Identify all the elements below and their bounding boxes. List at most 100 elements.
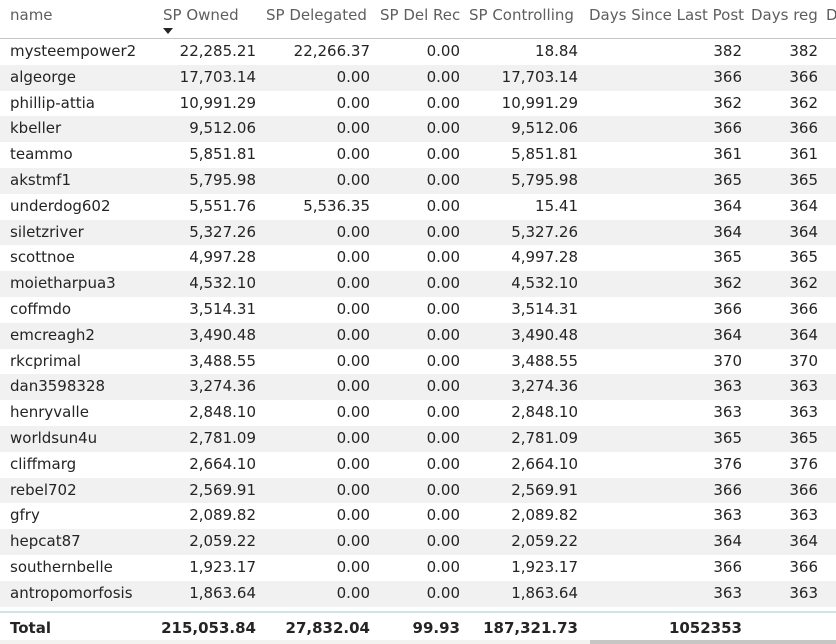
cell-name: underdog602 — [10, 196, 111, 215]
table-row[interactable]: gfry 2,089.82 0.00 0.00 2,089.82 363 363 — [0, 503, 836, 529]
cell-sp-owned: 3,488.55 — [189, 351, 256, 370]
table-row[interactable]: rebel702 2,569.91 0.00 0.00 2,569.91 366 366 — [0, 477, 836, 504]
cell-sp-delegated: 0.00 — [336, 506, 370, 525]
cell-name: rebel702 — [10, 480, 77, 499]
cell-name: gfry — [10, 506, 40, 525]
cell-sp-del-rec: 0.00 — [426, 403, 460, 422]
table-row[interactable]: moietharpua3 4,532.10 0.00 0.00 4,532.10 362 3… — [0, 271, 836, 297]
cell-sp-owned: 2,781.09 — [189, 428, 256, 447]
table-body: mysteempower2 22,285.21 22,266.37 0.00 18.84… — [0, 39, 836, 607]
cell-days-since-last-post: 363 — [713, 377, 742, 396]
cell-sp-del-rec: 0.00 — [426, 454, 460, 473]
table-row[interactable]: hepcat87 2,059.22 0.00 0.00 2,059.22 364 364 — [0, 529, 836, 555]
table-row[interactable]: kbeller 9,512.06 0.00 0.00 9,512.06 366 366 — [0, 116, 836, 143]
table-row[interactable]: antropomorfosis 1,863.64 0.00 0.00 1,863.64 3… — [0, 580, 836, 607]
cell-sp-delegated: 0.00 — [336, 325, 370, 344]
cell-sp-del-rec: 0.00 — [426, 274, 460, 293]
cell-name: hepcat87 — [10, 532, 81, 551]
cell-sp-controlling: 9,512.06 — [511, 119, 578, 138]
table-row[interactable]: henryvalle 2,848.10 0.00 0.00 2,848.10 363 363 — [0, 400, 836, 426]
table-row[interactable]: teammo 5,851.81 0.00 0.00 5,851.81 361 361 — [0, 142, 836, 168]
cell-days-reg: 364 — [789, 532, 818, 551]
cell-sp-controlling: 5,851.81 — [511, 145, 578, 164]
total-sp-controlling: 187,321.73 — [483, 619, 578, 637]
table-row[interactable]: scottnoe 4,997.28 0.00 0.00 4,997.28 365 365 — [0, 245, 836, 271]
column-header-days-reg[interactable]: Days reg — [751, 6, 818, 24]
cell-days-since-last-post: 370 — [713, 351, 742, 370]
horizontal-scrollbar[interactable] — [0, 640, 836, 644]
cell-days-reg: 366 — [789, 119, 818, 138]
cell-sp-owned: 2,569.91 — [189, 480, 256, 499]
table-row[interactable]: emcreagh2 3,490.48 0.00 0.00 3,490.48 364 364 — [0, 322, 836, 349]
cell-sp-owned: 10,991.29 — [179, 93, 256, 112]
cell-sp-controlling: 2,569.91 — [511, 480, 578, 499]
table-row[interactable]: mysteempower2 22,285.21 22,266.37 0.00 18.84… — [0, 39, 836, 65]
total-row: Total 215,053.84 27,832.04 99.93 187,321… — [0, 611, 836, 644]
cell-sp-owned: 4,997.28 — [189, 248, 256, 267]
cell-days-since-last-post: 363 — [713, 403, 742, 422]
column-header-days-since-last-post[interactable]: Days Since Last Post — [589, 6, 745, 24]
table-row[interactable]: worldsun4u 2,781.09 0.00 0.00 2,781.09 365 365 — [0, 425, 836, 452]
table-row[interactable]: southernbelle 1,923.17 0.00 0.00 1,923.17 366… — [0, 555, 836, 581]
table-row[interactable]: dan3598328 3,274.36 0.00 0.00 3,274.36 363 363 — [0, 374, 836, 401]
column-header-truncated[interactable]: D — [826, 6, 836, 24]
cell-sp-owned: 1,863.64 — [189, 583, 256, 602]
cell-name: cliffmarg — [10, 454, 77, 473]
cell-sp-controlling: 5,327.26 — [511, 222, 578, 241]
table-row[interactable]: siletzriver 5,327.26 0.00 0.00 5,327.26 364 36… — [0, 219, 836, 246]
cell-sp-controlling: 4,997.28 — [511, 248, 578, 267]
cell-sp-controlling: 4,532.10 — [511, 274, 578, 293]
table-row[interactable]: coffmdo 3,514.31 0.00 0.00 3,514.31 366 366 — [0, 297, 836, 323]
cell-sp-owned: 2,664.10 — [189, 454, 256, 473]
cell-sp-controlling: 18.84 — [535, 42, 578, 60]
cell-days-since-last-post: 366 — [713, 67, 742, 86]
cell-days-since-last-post: 363 — [713, 506, 742, 525]
cell-sp-controlling: 5,795.98 — [511, 170, 578, 189]
cell-name: teammo — [10, 145, 73, 164]
cell-name: henryvalle — [10, 403, 89, 422]
table-header: name SP Owned SP Delegated SP Del Rec SP… — [0, 0, 836, 39]
column-header-sp-controlling[interactable]: SP Controlling — [469, 6, 574, 24]
total-days-since-last-post: 1052353 — [668, 619, 742, 637]
cell-days-reg: 363 — [789, 377, 818, 396]
cell-days-since-last-post: 366 — [713, 299, 742, 318]
cell-days-since-last-post: 362 — [713, 274, 742, 293]
table-row[interactable]: rkcprimal 3,488.55 0.00 0.00 3,488.55 370 370 — [0, 349, 836, 375]
sort-descending-icon[interactable] — [163, 28, 173, 34]
cell-sp-delegated: 0.00 — [336, 583, 370, 602]
cell-days-reg: 376 — [789, 454, 818, 473]
cell-days-since-last-post: 366 — [713, 480, 742, 499]
cell-sp-del-rec: 0.00 — [426, 583, 460, 602]
column-header-sp-delegated[interactable]: SP Delegated — [266, 6, 367, 24]
cell-sp-controlling: 3,514.31 — [511, 299, 578, 318]
cell-days-reg: 366 — [789, 67, 818, 86]
cell-sp-owned: 3,514.31 — [189, 299, 256, 318]
table-row[interactable]: underdog602 5,551.76 5,536.35 0.00 15.41 364 3… — [0, 194, 836, 220]
table-row[interactable]: cliffmarg 2,664.10 0.00 0.00 2,664.10 376 376 — [0, 452, 836, 478]
cell-sp-controlling: 10,991.29 — [501, 93, 578, 112]
table-row[interactable]: akstmf1 5,795.98 0.00 0.00 5,795.98 365 365 — [0, 167, 836, 194]
column-header-sp-owned[interactable]: SP Owned — [163, 6, 239, 24]
horizontal-scrollbar-thumb[interactable] — [590, 640, 836, 644]
cell-days-reg: 363 — [789, 583, 818, 602]
cell-sp-delegated: 0.00 — [336, 557, 370, 576]
cell-sp-owned: 5,327.26 — [189, 222, 256, 241]
cell-days-reg: 366 — [789, 480, 818, 499]
cell-name: scottnoe — [10, 248, 75, 267]
cell-name: siletzriver — [10, 222, 84, 241]
column-header-name[interactable]: name — [10, 6, 53, 24]
cell-days-since-last-post: 366 — [713, 557, 742, 576]
cell-sp-del-rec: 0.00 — [426, 196, 460, 215]
cell-name: phillip-attia — [10, 93, 95, 112]
cell-sp-del-rec: 0.00 — [426, 170, 460, 189]
cell-name: mysteempower2 — [10, 42, 137, 60]
column-header-sp-del-rec[interactable]: SP Del Rec — [380, 6, 461, 24]
cell-sp-delegated: 0.00 — [336, 248, 370, 267]
cell-sp-controlling: 17,703.14 — [501, 67, 578, 86]
cell-sp-controlling: 2,664.10 — [511, 454, 578, 473]
cell-sp-owned: 5,795.98 — [189, 170, 256, 189]
table-row[interactable]: algeorge 17,703.14 0.00 0.00 17,703.14 366 366 — [0, 64, 836, 91]
cell-sp-owned: 4,532.10 — [189, 274, 256, 293]
table-row[interactable]: phillip-attia 10,991.29 0.00 0.00 10,991.29 3… — [0, 91, 836, 117]
cell-sp-controlling: 2,089.82 — [511, 506, 578, 525]
